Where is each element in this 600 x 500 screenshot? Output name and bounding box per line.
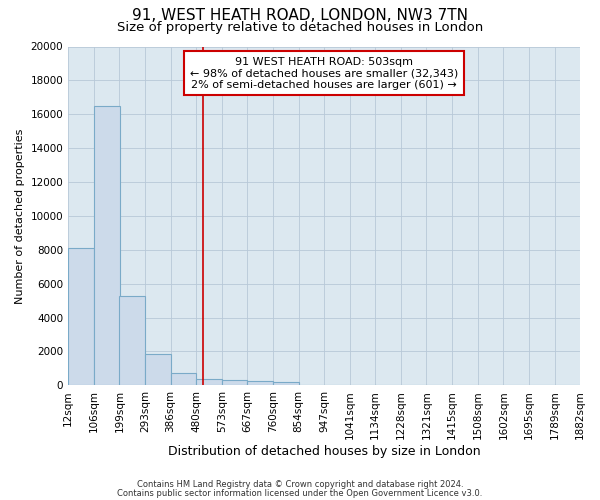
Bar: [273, 382, 299, 386]
Bar: [196, 380, 222, 386]
Text: Contains public sector information licensed under the Open Government Licence v3: Contains public sector information licen…: [118, 488, 482, 498]
Bar: [170, 372, 196, 386]
Bar: [145, 354, 171, 386]
Text: Contains HM Land Registry data © Crown copyright and database right 2024.: Contains HM Land Registry data © Crown c…: [137, 480, 463, 489]
Bar: [222, 380, 247, 386]
Text: Size of property relative to detached houses in London: Size of property relative to detached ho…: [117, 21, 483, 34]
Text: 91 WEST HEATH ROAD: 503sqm
← 98% of detached houses are smaller (32,343)
2% of s: 91 WEST HEATH ROAD: 503sqm ← 98% of deta…: [190, 56, 458, 90]
X-axis label: Distribution of detached houses by size in London: Distribution of detached houses by size …: [168, 444, 481, 458]
Bar: [119, 296, 145, 386]
Y-axis label: Number of detached properties: Number of detached properties: [15, 128, 25, 304]
Bar: [68, 248, 94, 386]
Text: 91, WEST HEATH ROAD, LONDON, NW3 7TN: 91, WEST HEATH ROAD, LONDON, NW3 7TN: [132, 8, 468, 22]
Bar: [94, 106, 119, 386]
Bar: [247, 382, 273, 386]
